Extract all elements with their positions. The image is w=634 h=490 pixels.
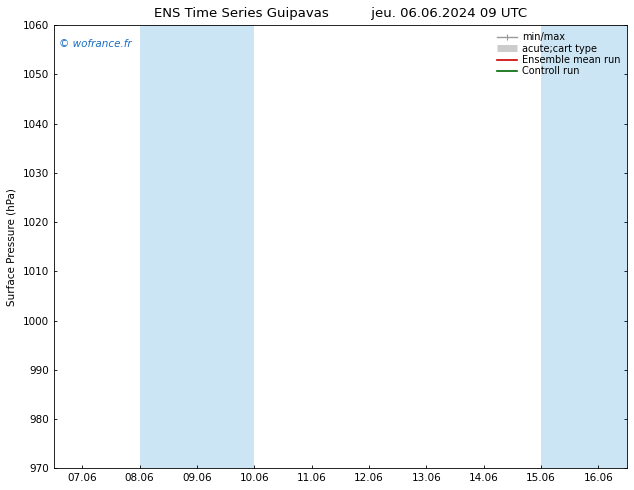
Bar	[541, 25, 627, 468]
Legend: min/max, acute;cart type, Ensemble mean run, Controll run: min/max, acute;cart type, Ensemble mean …	[496, 30, 622, 78]
Y-axis label: Surface Pressure (hPa): Surface Pressure (hPa)	[7, 188, 17, 306]
Text: © wofrance.fr: © wofrance.fr	[60, 39, 132, 49]
Bar	[139, 25, 254, 468]
Title: ENS Time Series Guipavas          jeu. 06.06.2024 09 UTC: ENS Time Series Guipavas jeu. 06.06.2024…	[154, 7, 527, 20]
